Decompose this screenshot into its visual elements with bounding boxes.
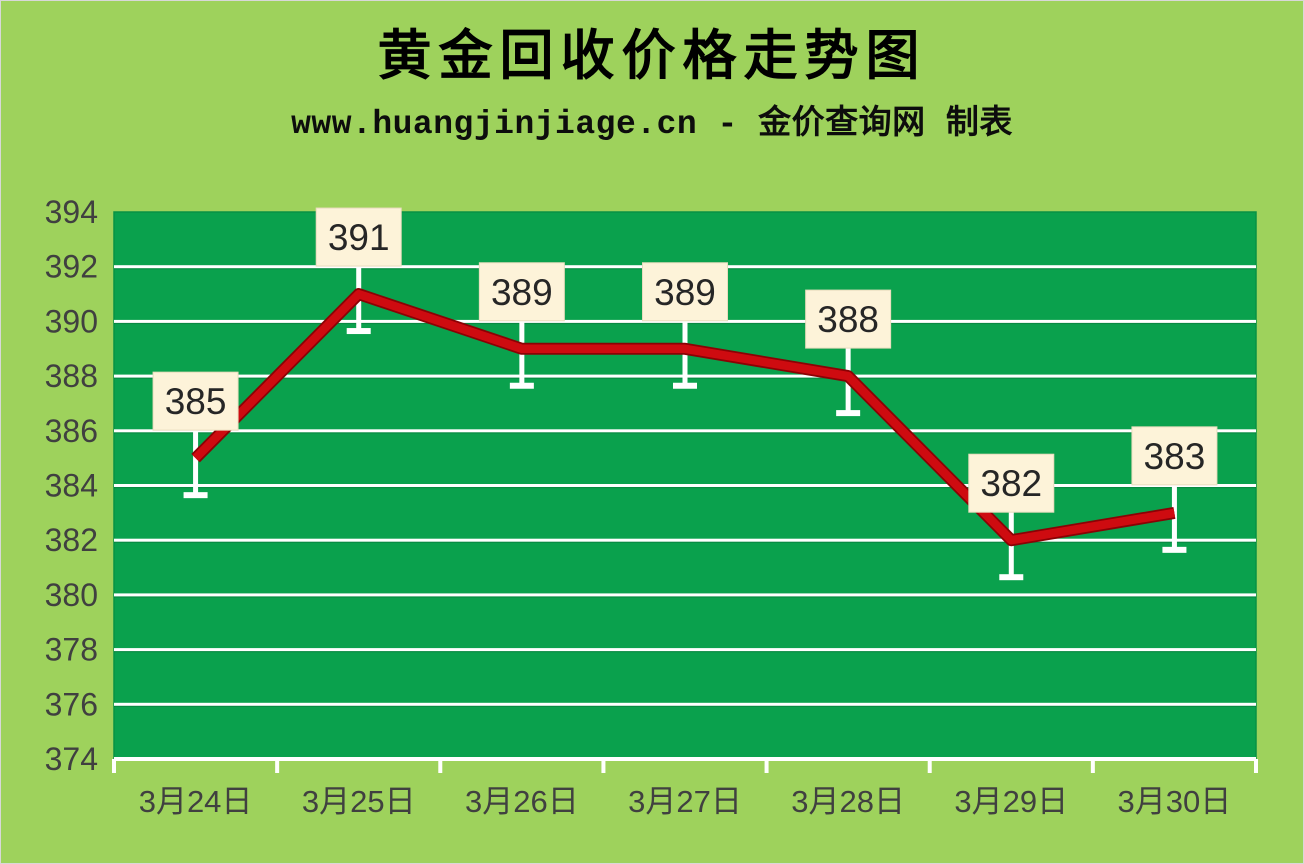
data-label-box <box>805 289 892 349</box>
error-bar-cap <box>1162 546 1187 553</box>
x-axis-tick <box>1254 759 1258 773</box>
x-tick-label: 3月28日 <box>791 784 905 819</box>
x-tick-label: 3月27日 <box>628 784 742 819</box>
x-tick-label: 3月25日 <box>302 784 416 819</box>
gridline-shadow <box>114 596 1256 598</box>
price-line <box>192 289 1176 545</box>
error-bar-cap <box>999 574 1024 581</box>
y-tick-label: 392 <box>45 249 98 285</box>
y-tick-label: 386 <box>45 413 98 449</box>
gridline-shadow <box>114 705 1256 707</box>
gridline-shadow <box>114 432 1256 434</box>
data-label: 382 <box>980 463 1042 504</box>
gridline <box>114 702 1256 706</box>
gridline-shadow <box>114 541 1256 543</box>
y-tick-label: 376 <box>45 686 98 722</box>
x-axis-tick <box>438 759 443 773</box>
gridline-shadow <box>114 487 1256 489</box>
data-label-box <box>968 453 1055 513</box>
x-tick-label: 3月26日 <box>465 784 579 819</box>
data-label: 389 <box>491 272 553 313</box>
gridline <box>114 484 1256 487</box>
x-axis-tick <box>1090 759 1095 773</box>
x-axis-tick <box>927 759 932 773</box>
x-tick-label: 3月29日 <box>954 784 1068 819</box>
y-tick-label: 374 <box>45 741 98 777</box>
y-tick-label: 390 <box>45 303 98 339</box>
x-axis-tick <box>275 759 280 773</box>
x-axis-tick <box>601 759 606 773</box>
error-bar-cap <box>673 382 697 389</box>
error-bar <box>193 430 199 496</box>
error-bar-cap <box>836 410 861 417</box>
y-tick-label: 378 <box>45 632 98 668</box>
data-label: 391 <box>328 217 390 258</box>
data-label-box <box>152 371 239 431</box>
y-tick-label: 394 <box>45 194 98 230</box>
gridline-shadow <box>114 651 1256 653</box>
gridline <box>114 538 1256 542</box>
gridline <box>114 593 1256 597</box>
chart-header: 黄金回收价格走势图 www.huangjinjiage.cn - 金价查询网 制… <box>1 1 1303 143</box>
data-label: 385 <box>165 381 227 422</box>
chart-subtitle: www.huangjinjiage.cn - 金价查询网 制表 <box>291 106 1013 144</box>
x-tick-label: 3月24日 <box>139 784 253 819</box>
y-tick-label: 384 <box>45 468 98 504</box>
data-label-box <box>1131 426 1218 486</box>
x-axis-line <box>114 757 1256 761</box>
y-tick-label: 380 <box>45 577 98 613</box>
data-label-box <box>478 262 565 322</box>
y-tick-label: 382 <box>45 522 98 558</box>
x-axis-tick <box>764 759 769 773</box>
error-bar-cap <box>509 382 534 389</box>
x-tick-label: 3月30日 <box>1118 784 1232 819</box>
data-label: 389 <box>654 272 716 313</box>
x-axis-tick <box>112 759 116 773</box>
data-label: 383 <box>1144 436 1206 477</box>
gridline <box>114 648 1256 652</box>
data-label-box <box>642 262 728 322</box>
data-label-box <box>315 207 402 267</box>
chart-title: 黄金回收价格走势图 <box>377 26 927 86</box>
error-bar-cap <box>346 328 371 335</box>
y-tick-label: 388 <box>45 358 98 394</box>
error-bar-cap <box>183 492 208 499</box>
data-label: 388 <box>817 299 879 340</box>
gridline <box>114 429 1256 433</box>
